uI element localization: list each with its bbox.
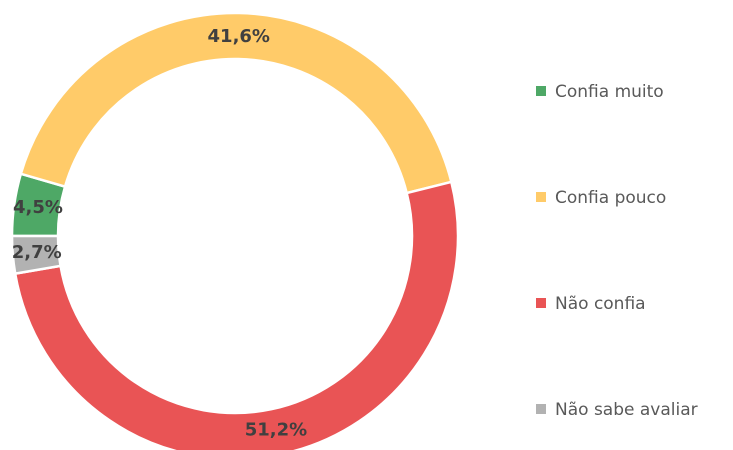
legend-swatch [536,404,546,414]
legend-swatch [536,86,546,96]
data-label: 41,6% [208,26,270,47]
legend-label: Confia pouco [555,188,666,208]
legend-label: Não confia [555,294,646,314]
legend-label: Não sabe avaliar [555,400,698,420]
data-label: 2,7% [12,242,62,263]
data-label: 4,5% [13,197,63,218]
donut-segment [19,11,453,195]
legend-swatch [536,298,546,308]
donut-segment [13,180,460,450]
legend-label: Confia muito [555,82,664,102]
donut-segment [10,234,62,276]
legend-swatch [536,192,546,202]
data-label: 51,2% [245,420,307,441]
